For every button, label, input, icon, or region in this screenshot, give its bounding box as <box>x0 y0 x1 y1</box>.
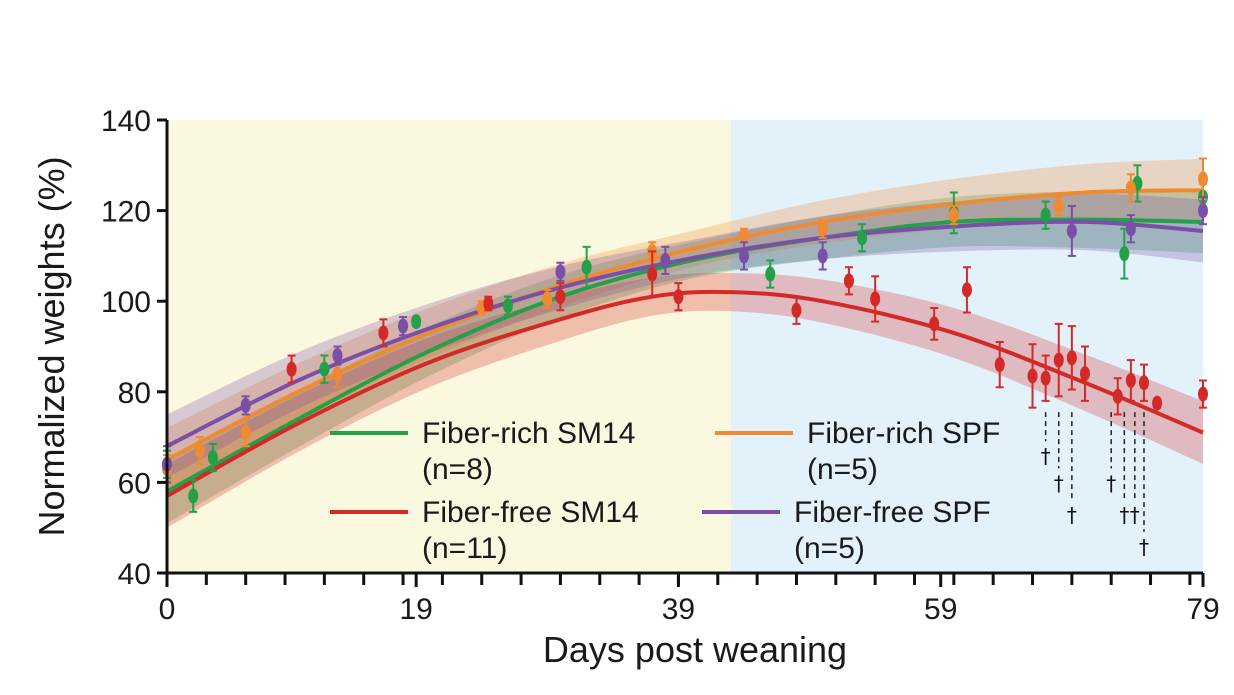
y-tick-label: 100 <box>101 286 151 319</box>
data-point <box>1040 207 1051 223</box>
legend: Fiber-rich SM14(n=8)Fiber-rich SPF(n=5)F… <box>330 417 1000 565</box>
data-point <box>240 425 251 441</box>
legend-label: Fiber-free SPF <box>794 496 991 529</box>
fit-curve <box>166 188 1204 462</box>
data-point <box>929 316 940 332</box>
data-point <box>332 366 343 382</box>
data-points <box>162 157 1208 513</box>
data-point <box>555 289 566 305</box>
data-point <box>319 361 330 377</box>
data-point <box>483 295 494 311</box>
data-point <box>332 348 343 364</box>
y-tick-label: 60 <box>118 467 151 500</box>
death-dagger: † <box>1130 503 1140 527</box>
data-point <box>948 207 959 223</box>
data-point <box>398 318 409 334</box>
legend-count: (n=5) <box>794 532 865 565</box>
death-dagger: † <box>1119 503 1129 527</box>
data-point <box>1066 350 1077 366</box>
y-axis-title: Normalized weights (%) <box>31 156 72 536</box>
data-point <box>1040 370 1051 386</box>
data-point <box>817 248 828 264</box>
background-region <box>167 120 731 573</box>
data-point <box>739 228 750 244</box>
data-point <box>1053 198 1064 214</box>
data-point <box>1119 246 1130 262</box>
fit-curve <box>166 289 1204 498</box>
y-tick-label: 40 <box>118 558 151 591</box>
death-dagger: † <box>1106 471 1116 495</box>
data-point <box>870 291 881 307</box>
y-tick-label: 120 <box>101 196 151 229</box>
data-point <box>739 248 750 264</box>
death-dagger: † <box>1054 471 1064 495</box>
x-tick-label: 39 <box>662 593 695 626</box>
data-point <box>207 449 218 465</box>
data-point <box>843 273 854 289</box>
death-dagger: † <box>1139 535 1149 559</box>
data-point <box>765 266 776 282</box>
data-point <box>1198 171 1208 187</box>
data-point <box>286 361 297 377</box>
background-regions <box>167 120 1203 573</box>
data-point <box>1125 372 1136 388</box>
data-point <box>411 314 422 330</box>
data-point <box>502 298 513 314</box>
y-tick-label: 80 <box>118 377 151 410</box>
data-point <box>1079 366 1090 382</box>
data-point <box>188 488 199 504</box>
confidence-band <box>167 272 1203 528</box>
legend-count: (n=11) <box>422 532 507 565</box>
data-point <box>1198 203 1208 219</box>
legend-count: (n=5) <box>807 453 878 486</box>
legend-count: (n=8) <box>422 453 493 486</box>
data-point <box>647 266 658 282</box>
death-markers: ††††† †† <box>1041 412 1149 559</box>
data-point <box>673 289 684 305</box>
data-point <box>660 252 671 268</box>
data-point <box>817 221 828 237</box>
data-point <box>378 325 389 341</box>
fit-curve <box>166 217 1204 494</box>
death-dagger: † <box>1041 444 1051 468</box>
data-point <box>961 282 972 298</box>
data-point <box>542 291 553 307</box>
data-point <box>1027 368 1038 384</box>
data-point <box>1198 386 1208 402</box>
data-point <box>1112 388 1123 404</box>
x-tick-label: 19 <box>399 593 432 626</box>
data-point <box>194 443 205 459</box>
data-point <box>240 397 251 413</box>
data-point <box>581 259 592 275</box>
death-dagger: † <box>1067 503 1077 527</box>
data-point <box>1125 180 1136 196</box>
data-point <box>791 302 802 318</box>
axes: 40 60 80 100 120 140 0 19 39 59 79 Days post weanin… <box>31 105 1220 670</box>
data-point <box>1138 375 1149 391</box>
legend-label: Fiber-rich SPF <box>807 417 1000 450</box>
data-point <box>1066 223 1077 239</box>
data-point <box>994 357 1005 373</box>
data-point <box>555 264 566 280</box>
data-point <box>1053 352 1064 368</box>
data-point <box>1125 221 1136 237</box>
y-tick-label: 140 <box>101 105 151 138</box>
x-tick-label: 0 <box>159 593 176 626</box>
x-tick-label: 59 <box>924 593 957 626</box>
legend-label: Fiber-rich SM14 <box>422 417 635 450</box>
data-point <box>1152 395 1163 411</box>
legend-label: Fiber-free SM14 <box>422 496 639 529</box>
x-axis-title: Days post weaning <box>543 629 847 670</box>
x-tick-label: 79 <box>1186 593 1219 626</box>
data-point <box>857 230 868 246</box>
